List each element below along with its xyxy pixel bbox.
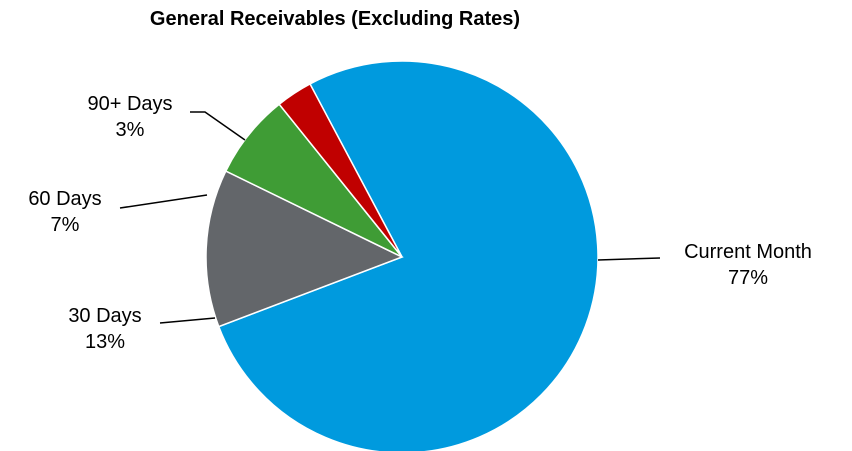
data-label-name-current-month: Current Month <box>684 241 812 263</box>
data-label-value-30-days: 13% <box>85 331 125 353</box>
pie-slice-30-days <box>205 170 404 328</box>
data-label-value-90-days: 3% <box>116 119 145 141</box>
data-label-name-30-days: 30 Days <box>68 305 141 327</box>
pie-slice-90-days <box>278 82 403 258</box>
pie-slice-current-month <box>217 60 599 451</box>
leader-line-current-month <box>597 257 661 261</box>
data-label-value-current-month: 77% <box>728 267 768 289</box>
leader-line-90-days <box>190 111 246 141</box>
data-label-name-90-days: 90+ Days <box>87 93 172 115</box>
leader-line-30-days <box>159 317 216 324</box>
data-label-value-60-days: 7% <box>51 214 80 236</box>
leader-line-60-days <box>119 194 208 209</box>
data-label-name-60-days: 60 Days <box>28 188 101 210</box>
chart-title: General Receivables (Excluding Rates) <box>149 8 521 30</box>
